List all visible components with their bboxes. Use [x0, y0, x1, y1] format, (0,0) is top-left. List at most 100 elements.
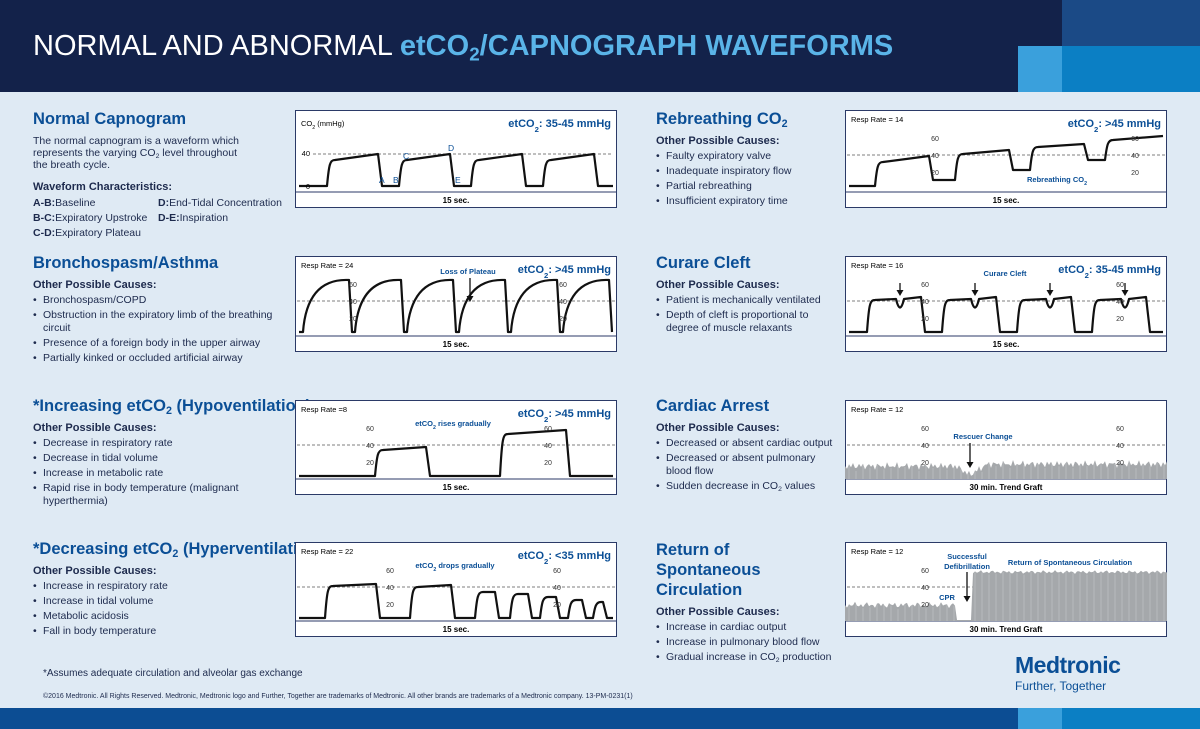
characteristic-key: D-E: [158, 212, 180, 224]
panel-title: Rebreathing CO2 [656, 110, 841, 130]
resp-rate: Resp Rate =8 [301, 405, 347, 414]
text-part: etCO [508, 118, 535, 130]
subscript: 2 [775, 657, 780, 665]
text-part: /CAPNOGRAPH WAVEFORMS [479, 30, 894, 62]
scale-label: 20 [553, 602, 561, 609]
text-part: : >45 mmHg [1098, 118, 1161, 130]
arrow-head [971, 290, 979, 296]
subscript: 2 [165, 405, 172, 418]
copyright: ©2016 Medtronic. All Rights Reserved. Me… [43, 693, 633, 700]
arrow-head [466, 296, 474, 302]
annotation: Rebreathing CO2 [1027, 175, 1087, 187]
axis-label: CO2 (mmHg) [301, 119, 345, 131]
time-label: 15 sec. [443, 483, 470, 492]
plot [297, 428, 615, 478]
range-label: etCO2: 35-45 mmHg [508, 118, 611, 134]
cause: Decrease in tidal volume [33, 452, 295, 465]
text-part: : <35 mmHg [548, 550, 611, 562]
text-part: drops gradually [436, 561, 495, 570]
tick-label: 0 [306, 182, 310, 191]
plot [847, 283, 1165, 334]
text-part: etCO [415, 419, 433, 428]
characteristic-text: Inspiration [179, 212, 229, 224]
plot [847, 134, 1165, 188]
panel-text: Return of Spontaneous Circulation Other P… [656, 540, 836, 666]
subscript: 2 [544, 415, 548, 424]
resp-rate: Resp Rate = 12 [851, 547, 903, 556]
characteristic: B-C:Expiratory Upstroke [33, 212, 147, 224]
text-part: rises gradually [436, 419, 492, 428]
scale-label: 40 [559, 299, 567, 306]
text-part: (mmHg) [315, 119, 345, 128]
waveform-chart: 15 sec. etCO2: >45 mmHg Resp Rate = 24 60 40… [295, 256, 617, 352]
point-label: B [393, 175, 399, 185]
scale-label: 40 [366, 443, 374, 450]
cause: Fall in body temperature [33, 625, 295, 638]
header-block [1018, 46, 1062, 92]
subscript: 2 [312, 125, 315, 131]
waveform [299, 428, 613, 478]
scale-label: 60 [386, 568, 394, 575]
text-part: *Decreasing etCO [33, 540, 173, 558]
footer-block [1062, 708, 1200, 729]
cause: Patient is mechanically ventilated [656, 294, 836, 307]
cause: Bronchospasm/COPD [33, 294, 288, 307]
text-part: etCO [1058, 264, 1085, 276]
scale-label: 20 [1116, 316, 1124, 323]
description: The normal capnogram is a waveform which… [33, 135, 248, 171]
panel-text: Normal Capnogram The normal capnogram is … [33, 110, 295, 240]
cause: Increase in cardiac output [656, 621, 836, 634]
waveform-chart: 30 min. Trend Graft Resp Rate = 12 60 40 20 S… [845, 542, 1167, 637]
header: NORMAL AND ABNORMAL etCO2/CAPNOGRAPH WAV… [0, 0, 1200, 92]
subscript: 2 [535, 125, 539, 134]
subscript: 2 [469, 43, 480, 65]
waveform [849, 295, 1163, 334]
characteristic: D-E:Inspiration [158, 212, 228, 224]
time-label: 15 sec. [443, 340, 470, 349]
tick-label: 40 [302, 149, 310, 158]
panel-text: *Increasing etCO2 (Hypoventilation) Other… [33, 397, 311, 510]
panel-text: Curare Cleft Other Possible Causes: Patien… [656, 254, 836, 337]
range-label: etCO2: >45 mmHg [518, 264, 611, 280]
scale-label: 20 [1131, 170, 1139, 177]
text-part: etCO [1068, 118, 1095, 130]
subscript: 2 [155, 153, 160, 161]
scale-label: 20 [931, 170, 939, 177]
cause: Decreased or absent cardiac output [656, 437, 836, 450]
resp-rate: Resp Rate = 24 [301, 261, 353, 270]
resp-rate: Resp Rate = 22 [301, 547, 353, 556]
range-label: etCO2: 35-45 mmHg [1058, 264, 1161, 280]
scale-label: 40 [349, 299, 357, 306]
causes-list: Increase in respiratory rate Increase in … [33, 580, 295, 638]
plot [297, 278, 615, 334]
page-title: NORMAL AND ABNORMAL etCO2/CAPNOGRAPH WAV… [33, 30, 894, 65]
cause: Depth of cleft is proportional to degree… [656, 309, 836, 334]
subscript: 2 [544, 557, 548, 566]
causes-heading: Other Possible Causes: [656, 279, 780, 291]
scale-label: 20 [386, 602, 394, 609]
scale-label: 60 [921, 282, 929, 289]
subscript: 2 [172, 548, 179, 561]
arrow-head [896, 290, 904, 296]
arrow-head [966, 462, 974, 468]
text-part: etCO [518, 408, 545, 420]
footer-block [1018, 708, 1062, 729]
annotation: etCO2 rises gradually [415, 419, 492, 431]
time-label: 30 min. Trend Graft [970, 483, 1043, 492]
panel-title: Curare Cleft [656, 254, 751, 272]
subscript: 2 [1084, 181, 1087, 187]
characteristic-key: A-B: [33, 197, 56, 209]
waveform [299, 152, 613, 188]
scale-label: 40 [921, 443, 929, 450]
cause: Metabolic acidosis [33, 610, 295, 623]
characteristic-key: D: [158, 197, 170, 209]
cause: Increase in pulmonary blood flow [656, 636, 836, 649]
tagline: Further, Together [1015, 679, 1107, 693]
characteristic-text: Expiratory Plateau [55, 227, 141, 239]
resp-rate: Resp Rate = 12 [851, 405, 903, 414]
cause: Increase in metabolic rate [33, 467, 295, 480]
subscript: 2 [433, 425, 436, 431]
scale-label: 40 [931, 153, 939, 160]
